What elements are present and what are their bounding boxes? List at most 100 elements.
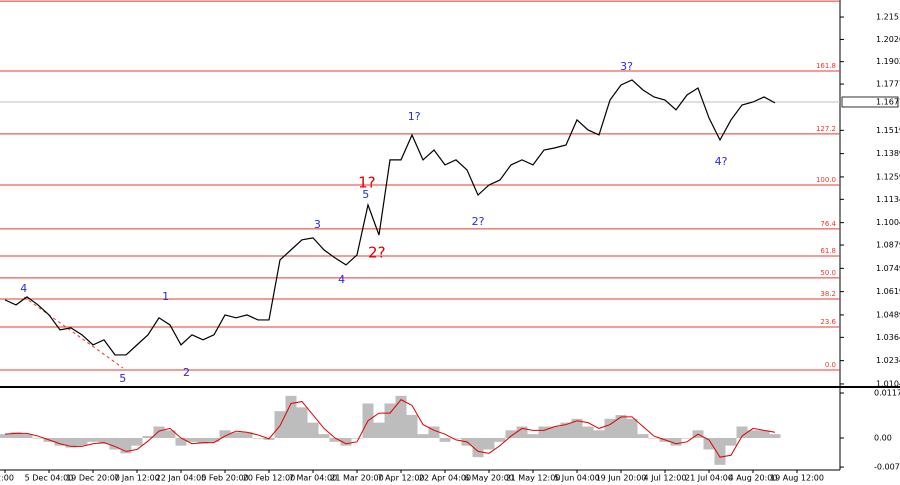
histogram-bar [626, 418, 638, 438]
x-tick-label: 21 Mar 20:00 [330, 474, 383, 483]
wave-label: 3? [620, 60, 633, 73]
histogram-bar [505, 430, 517, 438]
histogram-bar [153, 426, 165, 438]
y-tick-label: -0.00759 [874, 463, 900, 472]
histogram-bar [725, 437, 737, 446]
x-tick-label: 21 Jul 04:00 [685, 474, 733, 483]
histogram-bar [406, 414, 418, 438]
histogram-bar [10, 432, 22, 438]
histogram-bar [472, 437, 484, 458]
wave-label: 1 [162, 290, 169, 303]
histogram-bar [65, 437, 77, 448]
wave-label: 5 [362, 188, 369, 201]
x-tick-label: 19 Dec 20:00 [66, 474, 120, 483]
x-tick-label: 20 Feb 12:00 [243, 474, 295, 483]
histogram-bar [241, 432, 253, 438]
histogram-bar [417, 434, 429, 438]
y-tick-label: 1.0104 [876, 379, 900, 388]
fib-label: 76.4 [820, 220, 836, 228]
histogram-bar [648, 437, 660, 439]
histogram-bar [54, 437, 66, 446]
histogram-bar [714, 437, 726, 465]
histogram-bar [450, 437, 462, 439]
wave-label: 5 [119, 372, 126, 385]
signal-line [4, 399, 776, 458]
wave-label: 2 [183, 366, 190, 379]
x-tick-label: 19 Aug 12:00 [770, 474, 824, 483]
wave-label: 4 [338, 273, 345, 286]
fib-label: 100.0 [816, 176, 836, 184]
y-tick-label: 1.2026 [876, 35, 900, 44]
price-line [4, 79, 776, 356]
x-tick-label: 7 Jan 12:00 [114, 474, 160, 483]
histogram-bar [736, 426, 748, 438]
wave-label: 1? [408, 110, 421, 123]
histogram-bar [681, 437, 693, 439]
y-tick-label: 1.0879 [876, 241, 900, 250]
x-tick-label: 5 Dec 04:00 [25, 474, 74, 483]
fib-label: 0.0 [825, 361, 836, 369]
histogram-bar [516, 426, 528, 438]
histogram-bar [274, 411, 286, 438]
y-tick-label: 1.0619 [876, 287, 900, 296]
histogram-bar [219, 430, 231, 438]
current-price-label: 1.1677 [876, 97, 900, 106]
histogram-bar [604, 418, 616, 438]
histogram-bar [428, 426, 440, 438]
histogram-bar [120, 437, 132, 454]
x-tick-label: 7 Apr 12:00 [377, 474, 424, 483]
fib-label: 23.6 [820, 318, 836, 326]
histogram-bar [142, 436, 154, 438]
y-tick-label: 1.1389 [876, 149, 900, 158]
histogram-bar [670, 437, 682, 446]
histogram-bar [527, 434, 539, 438]
wave-label: 4? [715, 155, 728, 168]
x-tick-label: 4 Aug 20:00 [729, 474, 778, 483]
y-tick-label: 1.1519 [876, 126, 900, 135]
y-tick-label: 1.0489 [876, 310, 900, 319]
histogram-bar [582, 426, 594, 438]
histogram-bar [318, 434, 330, 438]
histogram-bar [439, 437, 451, 442]
y-tick-label: 1.1259 [876, 172, 900, 181]
histogram-bar [373, 422, 385, 438]
histogram-bar [593, 430, 605, 438]
trend-line [23, 296, 124, 369]
histogram-bar [747, 430, 759, 438]
y-tick-label: 1.1902 [876, 57, 900, 66]
x-tick-label: 22 Jan 04:00 [156, 474, 207, 483]
wave-label: 4 [20, 282, 27, 295]
fib-label: 127.2 [816, 125, 836, 133]
x-tick-label: 6 May 20:00 [464, 474, 514, 483]
histogram-bar [76, 437, 88, 446]
y-tick-label: 1.1134 [876, 195, 900, 204]
histogram-bar [252, 437, 264, 439]
histogram-bar [615, 414, 627, 438]
histogram-bar [549, 426, 561, 438]
histogram-bar [175, 437, 187, 446]
histogram-bar [329, 437, 341, 442]
histogram-bar [758, 430, 770, 438]
histogram-bar [186, 437, 198, 442]
x-tick-label: 5 Feb 20:00 [201, 474, 248, 483]
x-tick-label: 2:00 [0, 474, 14, 483]
fib-label: 38.2 [820, 290, 836, 298]
histogram-bar [0, 434, 11, 438]
y-tick-label: 1.0234 [876, 356, 900, 365]
fib-label: 50.0 [820, 269, 836, 277]
histogram-bar [395, 395, 407, 438]
histogram-bar [164, 430, 176, 438]
y-tick-label: 0.01174 [874, 388, 900, 397]
x-tick-label: 5 Jun 04:00 [554, 474, 600, 483]
histogram-bar [307, 422, 319, 438]
histogram-bar [351, 437, 363, 439]
y-tick-label: 1.0749 [876, 264, 900, 273]
x-tick-label: 7 Mar 04:00 [289, 474, 337, 483]
wave-label: 3 [314, 218, 321, 231]
histogram-bar [571, 418, 583, 438]
current-price-box [841, 96, 899, 108]
histogram-bar [87, 437, 99, 442]
histogram-bar [769, 434, 781, 438]
